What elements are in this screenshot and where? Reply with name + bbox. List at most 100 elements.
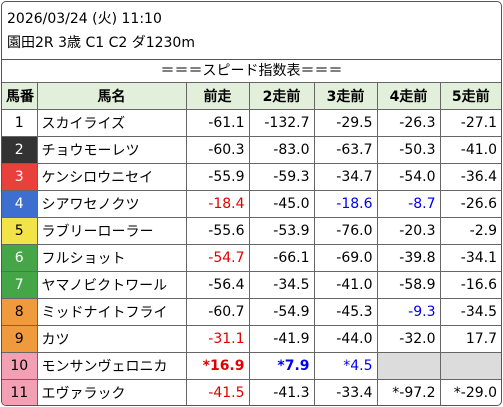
speed-index: -60.7 [185, 298, 250, 326]
race-info: 園田2R 3歳 C1 C2 ダ1230m [7, 35, 195, 51]
table-row: 2 チョウモーレツ -60.3 -83.0 -63.7 -50.3 -41.0 [2, 136, 501, 164]
speed-index: -41.0 [313, 271, 378, 299]
speed-index: -45.0 [248, 190, 315, 218]
horse-number: 9 [2, 325, 38, 353]
speed-index: -54.0 [376, 163, 441, 191]
horse-name: ケンシロウニセイ [36, 163, 187, 191]
speed-index: *-97.2 [376, 379, 441, 405]
speed-index: -34.5 [439, 298, 501, 326]
column-header: 馬番 [2, 82, 38, 110]
horse-name: ヤマノビクトワール [36, 271, 187, 299]
speed-index: -34.5 [248, 271, 315, 299]
horse-name: モンサンヴェロニカ [36, 352, 187, 380]
speed-index: -8.7 [376, 190, 441, 218]
table-row: 5 ラブリーローラー -55.6 -53.9 -76.0 -20.3 -2.9 [2, 217, 501, 245]
horse-name: ラブリーローラー [36, 217, 187, 245]
speed-index: 17.7 [439, 325, 501, 353]
speed-index: -2.9 [439, 217, 501, 245]
table-title: ＝＝＝スピード指数表＝＝＝ [2, 59, 501, 83]
speed-index: -66.1 [248, 244, 315, 272]
speed-index: -33.4 [313, 379, 378, 405]
speed-index: -18.6 [313, 190, 378, 218]
horse-number: 3 [2, 163, 38, 191]
speed-index: *-29.0 [439, 379, 501, 405]
speed-index: -83.0 [248, 136, 315, 164]
speed-index: -60.3 [185, 136, 250, 164]
speed-index: -31.1 [185, 325, 250, 353]
column-header: 2走前 [248, 82, 315, 110]
speed-index: -55.9 [185, 163, 250, 191]
speed-index: -54.9 [248, 298, 315, 326]
table-row: 9 カツ -31.1 -41.9 -44.0 -32.0 17.7 [2, 325, 501, 353]
table-row: 7 ヤマノビクトワール -56.4 -34.5 -41.0 -58.9 -16.6 [2, 271, 501, 299]
speed-index: -53.9 [248, 217, 315, 245]
speed-index: -36.4 [439, 163, 501, 191]
speed-index: -9.3 [376, 298, 441, 326]
speed-index: -55.6 [185, 217, 250, 245]
speed-index: -26.6 [439, 190, 501, 218]
column-header: 5走前 [439, 82, 501, 110]
speed-index: -61.1 [185, 109, 250, 137]
speed-index: -41.3 [248, 379, 315, 405]
table-row: 6 フルショット -54.7 -66.1 -69.0 -39.8 -34.1 [2, 244, 501, 272]
speed-index: -34.7 [313, 163, 378, 191]
horse-name: チョウモーレツ [36, 136, 187, 164]
horse-number: 11 [2, 379, 38, 405]
speed-index: -56.4 [185, 271, 250, 299]
horse-number: 4 [2, 190, 38, 218]
empty-cell [439, 352, 501, 380]
speed-index: -32.0 [376, 325, 441, 353]
empty-cell [376, 352, 441, 380]
horse-number: 1 [2, 109, 38, 137]
speed-index: -54.7 [185, 244, 250, 272]
speed-index: -18.4 [185, 190, 250, 218]
table-row: 3 ケンシロウニセイ -55.9 -59.3 -34.7 -54.0 -36.4 [2, 163, 501, 191]
speed-index: -76.0 [313, 217, 378, 245]
horse-name: シアワセノクツ [36, 190, 187, 218]
speed-index: -29.5 [313, 109, 378, 137]
table-row: 11 エヴァラック -41.5 -41.3 -33.4 *-97.2 *-29.0 [2, 379, 501, 405]
horse-name: ミッドナイトフライ [36, 298, 187, 326]
horse-name: フルショット [36, 244, 187, 272]
speed-index: -69.0 [313, 244, 378, 272]
speed-index: -132.7 [248, 109, 315, 137]
datetime: 2026/03/24 (火) 11:10 [7, 11, 162, 27]
speed-index: -34.1 [439, 244, 501, 272]
speed-index: -44.0 [313, 325, 378, 353]
horse-number: 5 [2, 217, 38, 245]
horse-name: カツ [36, 325, 187, 353]
speed-index: -41.5 [185, 379, 250, 405]
horse-number: 8 [2, 298, 38, 326]
speed-index: -27.1 [439, 109, 501, 137]
speed-index: *4.5 [313, 352, 378, 380]
table-row: 4 シアワセノクツ -18.4 -45.0 -18.6 -8.7 -26.6 [2, 190, 501, 218]
horse-number: 10 [2, 352, 38, 380]
speed-index: -16.6 [439, 271, 501, 299]
speed-index: -41.9 [248, 325, 315, 353]
speed-index: -39.8 [376, 244, 441, 272]
horse-number: 7 [2, 271, 38, 299]
speed-index: -50.3 [376, 136, 441, 164]
speed-table: 馬番 馬名 前走 2走前 3走前 4走前 5走前 1 スカイライズ -61.1 -132.7 -29… [2, 82, 501, 405]
table-row: 10 モンサンヴェロニカ *16.9 *7.9 *4.5 [2, 352, 501, 380]
speed-index: *16.9 [185, 352, 250, 380]
column-header: 4走前 [376, 82, 441, 110]
speed-index: -63.7 [313, 136, 378, 164]
speed-index: *7.9 [248, 352, 315, 380]
horse-name: スカイライズ [36, 109, 187, 137]
horse-number: 6 [2, 244, 38, 272]
speed-index: -20.3 [376, 217, 441, 245]
table-row: 1 スカイライズ -61.1 -132.7 -29.5 -26.3 -27.1 [2, 109, 501, 137]
horse-number: 2 [2, 136, 38, 164]
column-header: 馬名 [36, 82, 187, 110]
column-header: 前走 [185, 82, 250, 110]
column-header: 3走前 [313, 82, 378, 110]
speed-index: -41.0 [439, 136, 501, 164]
speed-index: -26.3 [376, 109, 441, 137]
horse-name: エヴァラック [36, 379, 187, 405]
speed-index: -45.3 [313, 298, 378, 326]
speed-index: -58.9 [376, 271, 441, 299]
speed-index: -59.3 [248, 163, 315, 191]
table-row: 8 ミッドナイトフライ -60.7 -54.9 -45.3 -9.3 -34.5 [2, 298, 501, 326]
